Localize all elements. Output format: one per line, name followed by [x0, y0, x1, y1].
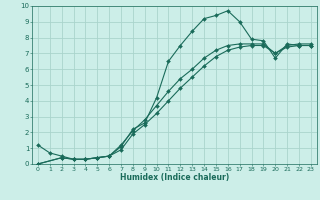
X-axis label: Humidex (Indice chaleur): Humidex (Indice chaleur) [120, 173, 229, 182]
